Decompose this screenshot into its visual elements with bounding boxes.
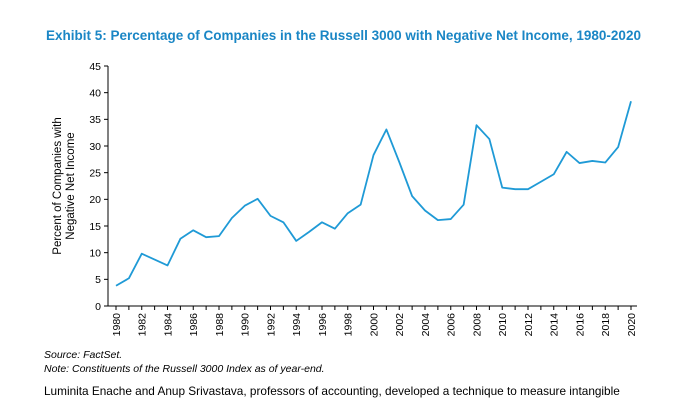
x-tick-label: 1980 (111, 313, 123, 337)
y-tick-label: 15 (89, 221, 101, 233)
y-tick-label: 0 (95, 301, 101, 313)
x-tick-label: 1996 (317, 313, 329, 337)
x-tick-label: 1986 (188, 313, 200, 337)
body-text: Luminita Enache and Anup Srivastava, pro… (44, 384, 620, 398)
chart-title: Exhibit 5: Percentage of Companies in th… (46, 28, 641, 43)
x-tick-label: 2020 (626, 313, 638, 337)
x-tick-label: 2018 (600, 313, 612, 337)
x-tick-label: 1998 (343, 313, 355, 337)
x-tick-label: 1982 (137, 313, 149, 337)
y-axis: 0 5 10 15 20 25 30 35 40 45 (89, 61, 109, 313)
y-tick-label: 20 (89, 194, 101, 206)
source-note: Source: FactSet. (44, 349, 123, 361)
y-axis-label-line: Negative Net Income (65, 132, 77, 239)
y-tick-label: 30 (89, 141, 101, 153)
x-tick-label: 2016 (574, 313, 586, 337)
y-tick-label: 45 (89, 61, 101, 73)
x-tick-label: 2008 (471, 313, 483, 337)
y-axis-label: Percent of Companies with Negative Net In… (52, 117, 77, 254)
x-tick-label: 2004 (420, 313, 432, 337)
x-tick-label: 2002 (394, 313, 406, 337)
x-tick-label: 1994 (291, 313, 303, 337)
x-tick-label: 1992 (265, 313, 277, 337)
y-tick-label: 25 (89, 167, 101, 179)
x-tick-label: 2006 (446, 313, 458, 337)
footnote: Note: Constituents of the Russell 3000 I… (44, 363, 325, 375)
x-tick-label: 1990 (240, 313, 252, 337)
x-tick-label: 1984 (162, 313, 174, 337)
x-tick-label: 2000 (368, 313, 380, 337)
x-tick-label: 1988 (214, 313, 226, 337)
x-tick-label: 2014 (549, 313, 561, 337)
y-tick-label: 35 (89, 114, 101, 126)
series-line (115, 100, 632, 287)
x-tick-label: 2012 (523, 313, 535, 337)
y-tick-label: 10 (89, 247, 101, 259)
x-tick-label: 2010 (497, 313, 509, 337)
series (115, 100, 632, 287)
y-tick-label: 40 (89, 87, 101, 99)
x-axis: 1980 1982 1984 1986 1988 1990 1992 1994 1996 1998… (108, 305, 638, 337)
y-axis-label-line: Percent of Companies with (52, 117, 64, 254)
y-tick-label: 5 (95, 274, 101, 286)
